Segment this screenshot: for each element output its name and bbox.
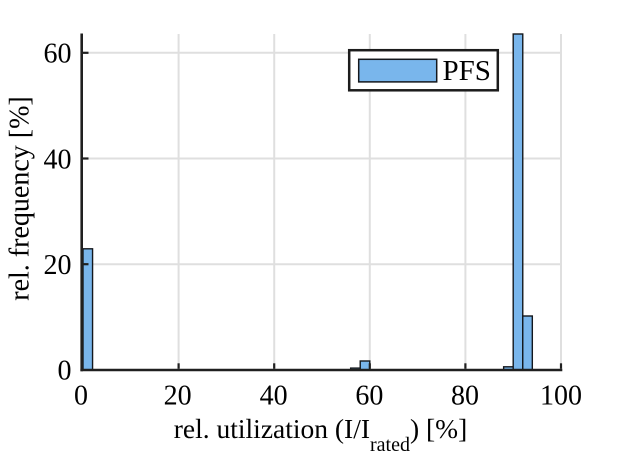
svg-text:20: 20 <box>164 381 192 412</box>
svg-text:0: 0 <box>58 356 72 387</box>
svg-text:PFS: PFS <box>443 55 491 87</box>
svg-text:60: 60 <box>355 381 383 412</box>
svg-text:0: 0 <box>74 381 88 412</box>
svg-text:rel. frequency [%]: rel. frequency [%] <box>5 96 36 300</box>
svg-text:60: 60 <box>44 39 72 70</box>
svg-text:80: 80 <box>451 381 479 412</box>
svg-text:40: 40 <box>260 381 288 412</box>
svg-text:20: 20 <box>44 250 72 281</box>
svg-text:100: 100 <box>540 381 582 412</box>
svg-text:40: 40 <box>44 144 72 175</box>
